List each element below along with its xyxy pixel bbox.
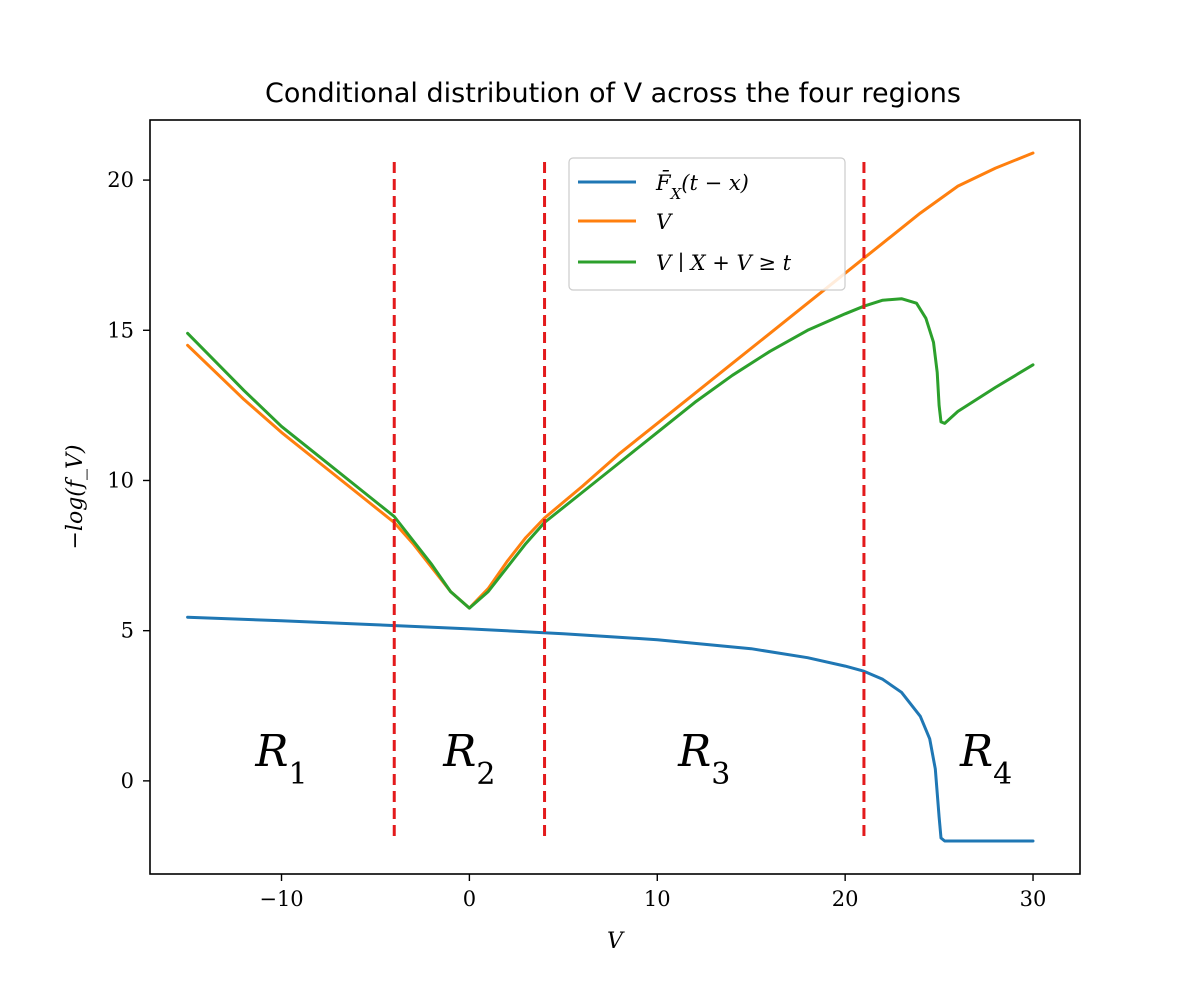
series-line-1	[186, 615, 1035, 843]
region-label-3: R3	[677, 726, 730, 792]
region-label-1: R1	[254, 726, 307, 792]
chart-title: Conditional distribution of V across the…	[265, 78, 961, 109]
x-tick-label: 10	[644, 887, 671, 911]
y-tick-label: 20	[107, 168, 134, 192]
x-tick-label: 20	[832, 887, 859, 911]
y-tick-label: 0	[121, 769, 134, 793]
y-axis-label: −log(f_V)	[63, 445, 88, 550]
legend-box	[568, 157, 846, 291]
series-line-2	[186, 151, 1035, 610]
series-layer	[186, 151, 1035, 843]
y-tick-label: 15	[107, 318, 134, 342]
x-axis-ticks: −10 0 10 20 30	[259, 874, 1046, 911]
region-labels: R1 R2 R3 R4	[254, 726, 1012, 792]
legend-label-series-2: V	[656, 210, 673, 234]
legend-label-series-1: F̄X(t − x)	[655, 170, 749, 203]
x-axis-label: V	[607, 929, 625, 954]
plot-frame	[149, 119, 1081, 875]
y-tick-label: 10	[107, 468, 134, 492]
y-tick-label: 5	[121, 619, 134, 643]
x-tick-label: 0	[463, 887, 476, 911]
y-axis-ticks: 0 5 10 15 20	[107, 168, 150, 793]
x-tick-label: 30	[1020, 887, 1047, 911]
region-boundaries	[392, 162, 866, 841]
region-label-2: R2	[442, 726, 495, 792]
legend: F̄X(t − x) V V ∣ X + V ≥ t	[568, 157, 846, 291]
legend-label-series-3: V ∣ X + V ≥ t	[656, 251, 792, 275]
x-tick-label: −10	[259, 887, 303, 911]
region-label-4: R4	[959, 726, 1012, 792]
series-line-3	[186, 297, 1035, 610]
